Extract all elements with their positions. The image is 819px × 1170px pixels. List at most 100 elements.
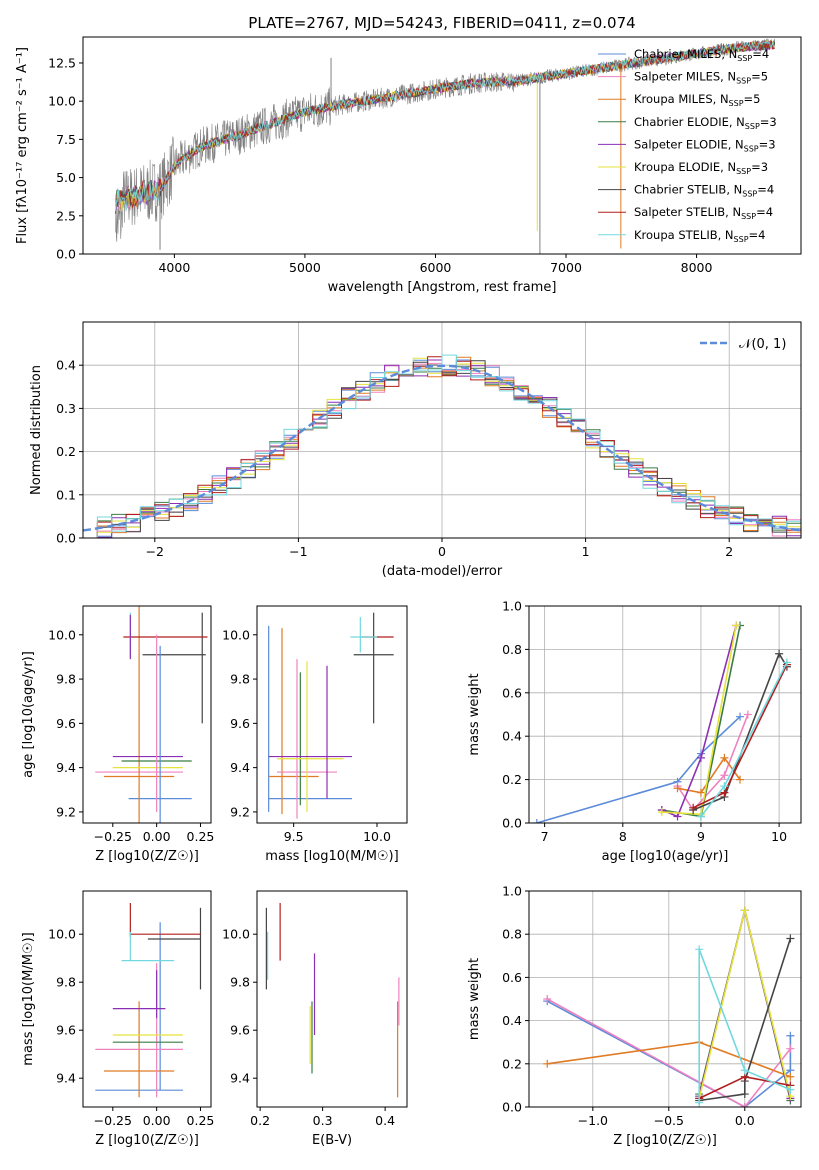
panel-0: 4000 5000 6000 7000 8000 0.0 2.5 5.0 7.5 10.0 12.5…	[15, 36, 802, 295]
x-tick-label: 9	[697, 829, 705, 844]
y-axis-label: Normed distribution	[29, 365, 44, 495]
y-tick-label: 9.2	[56, 804, 76, 819]
y-tick-label: 0.4	[56, 358, 76, 373]
legend-text: Salpeter MILES, N	[634, 70, 736, 84]
x-tick-label: 0.25	[187, 829, 215, 844]
y-tick-label: 0.0	[56, 531, 76, 546]
x-axis-label: Z [log10(Z/Z☉)]	[95, 849, 199, 864]
y-tick-label: 12.5	[48, 55, 76, 70]
y-tick-label: 9.6	[230, 1023, 250, 1038]
weight-line	[698, 949, 791, 1103]
axes-frame	[528, 890, 802, 1108]
weight-marker	[673, 812, 682, 821]
x-tick-label: 2	[725, 544, 733, 559]
y-tick-label: 0.4	[502, 729, 522, 744]
y-tick-label: 9.4	[56, 760, 76, 775]
legend-value: =5	[744, 92, 761, 106]
legend-text: Salpeter ELODIE, N	[634, 137, 744, 151]
y-tick-label: 0.3	[56, 401, 76, 416]
y-axis-label: Flux [fλ10⁻¹⁷ erg cm⁻² s⁻¹ A⁻¹]	[15, 47, 30, 244]
weight-marker	[740, 1066, 749, 1075]
x-tick-label: −0.25	[94, 829, 132, 844]
x-tick-label: 5000	[289, 260, 321, 275]
x-tick-label: 0	[438, 544, 446, 559]
y-tick-label: 0.2	[56, 444, 76, 459]
weight-marker	[543, 995, 552, 1003]
model-line-kroupa-stelib	[115, 39, 775, 211]
weight-marker	[689, 803, 698, 812]
weight-line	[546, 998, 792, 1107]
y-tick-label: 9.6	[56, 716, 76, 731]
legend-entry: Kroupa ELODIE, NSSP=3	[634, 160, 768, 176]
legend-subscript: SSP	[736, 167, 751, 176]
x-tick-label: −1	[289, 544, 307, 559]
x-tick-label: 7000	[550, 260, 582, 275]
legend-value: =5	[751, 70, 768, 84]
weight-marker	[782, 658, 791, 667]
weight-line	[536, 716, 741, 823]
y-tick-label: 5.0	[56, 170, 76, 185]
weight-marker	[732, 621, 741, 630]
legend-entry: Chabrier ELODIE, NSSP=3	[634, 115, 777, 131]
weight-marker	[696, 753, 705, 762]
x-axis-label: Z [log10(Z/Z☉)]	[613, 1133, 717, 1148]
plot-area	[95, 903, 202, 1098]
weight-marker	[786, 1085, 795, 1094]
x-tick-label: −1.0	[578, 1113, 608, 1128]
plot-area	[83, 354, 801, 538]
weight-marker	[740, 906, 749, 915]
weight-marker	[673, 784, 682, 793]
weight-marker	[695, 945, 704, 954]
panel-6: 0.2 0.3 0.4 9.4 9.6 9.8 10.0 E(B-V)	[222, 890, 408, 1148]
weight-marker	[532, 819, 541, 823]
chart-title: PLATE=2767, MJD=54243, FIBERID=0411, z=0…	[248, 14, 635, 32]
legend-entry: Chabrier MILES, NSSP=4	[634, 47, 769, 63]
legend-entry: Salpeter MILES, NSSP=5	[634, 70, 768, 86]
x-tick-label: −0.25	[94, 1113, 132, 1128]
axes-frame	[82, 605, 212, 824]
y-tick-label: 0.2	[502, 772, 522, 787]
x-tick-label: 8000	[681, 260, 713, 275]
legend-value: =4	[756, 205, 773, 219]
legend-value: =3	[751, 160, 768, 174]
y-tick-label: 9.4	[230, 760, 250, 775]
weight-line	[699, 938, 792, 1102]
legend-value: =4	[757, 183, 774, 197]
axes-frame	[82, 36, 802, 255]
y-tick-label: 9.4	[56, 1071, 76, 1086]
weight-marker	[786, 1031, 795, 1040]
legend-value: =4	[752, 47, 769, 61]
x-tick-label: 0.3	[313, 1113, 333, 1128]
x-tick-label: −2	[146, 544, 164, 559]
y-tick-label: 9.8	[230, 975, 250, 990]
x-axis-label: age [log10(age/yr)]	[602, 849, 729, 864]
plot-area	[268, 612, 394, 819]
legend-entry: Salpeter ELODIE, NSSP=3	[634, 137, 776, 153]
y-axis-label: age [log10(age/yr)]	[21, 651, 36, 778]
plot-area	[115, 38, 776, 254]
weight-marker	[775, 649, 784, 658]
y-axis-label: mass [log10(M/M☉)]	[21, 932, 36, 1065]
x-tick-label: 0.00	[143, 1113, 171, 1128]
panel-4: 7 8 9 10 0.0 0.2 0.4 0.6 0.8 1.0 age [log10(age/yr…	[467, 599, 802, 864]
y-tick-label: 9.8	[56, 672, 76, 687]
weight-line	[677, 756, 741, 794]
panel-7: −1.0 −0.5 0.0 0.0 0.2 0.4 0.6 0.8 1.0 Z [log10(Z/…	[467, 884, 802, 1148]
y-tick-label: 9.6	[56, 1023, 76, 1038]
y-tick-label: 10.0	[48, 927, 76, 942]
axes-frame	[82, 321, 802, 539]
y-tick-label: 2.5	[56, 208, 76, 223]
weight-marker	[736, 712, 745, 721]
legend-text: Salpeter STELIB, N	[634, 205, 741, 219]
y-tick-label: 9.2	[230, 804, 250, 819]
x-tick-label: 1	[582, 544, 590, 559]
weight-marker	[740, 1090, 749, 1099]
x-tick-label: −0.5	[654, 1113, 684, 1128]
legend-value: =3	[759, 137, 776, 151]
weight-marker	[740, 1103, 749, 1107]
weight-marker	[743, 710, 752, 719]
y-tick-label: 1.0	[502, 884, 522, 899]
x-tick-label: 0.2	[250, 1113, 270, 1128]
y-tick-label: 10.0	[48, 627, 76, 642]
